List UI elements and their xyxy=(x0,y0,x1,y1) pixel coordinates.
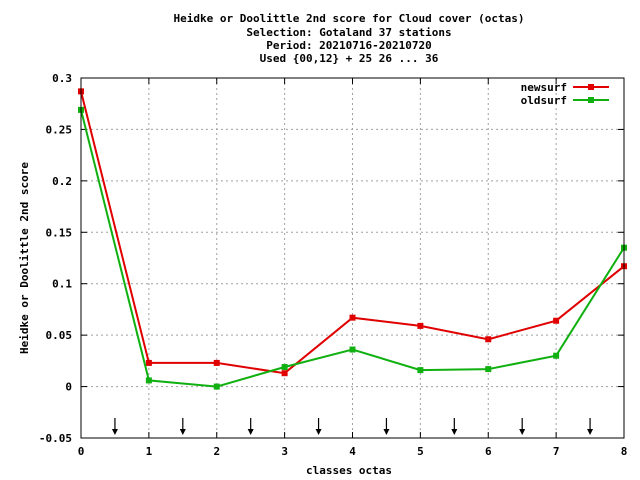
y-axis-ticks: -0.05 0 0.05 0.1 0.15 0.2 0.25 0.3 xyxy=(39,72,624,445)
x-tick-label: 3 xyxy=(281,445,288,458)
arrow-marker-head xyxy=(247,429,254,435)
arrow-marker-head xyxy=(519,429,526,435)
data-point-oldsurf xyxy=(349,346,356,353)
x-tick-label: 4 xyxy=(349,445,356,458)
y-tick-label: 0.05 xyxy=(46,329,73,342)
data-point-oldsurf xyxy=(553,352,560,359)
x-tick-label: 2 xyxy=(213,445,220,458)
arrow-markers xyxy=(111,418,594,435)
arrow-marker-head xyxy=(179,429,186,435)
arrow-marker-head xyxy=(315,429,322,435)
data-point-newsurf xyxy=(349,314,356,321)
arrow-marker-head xyxy=(451,429,458,435)
data-point-oldsurf xyxy=(145,377,152,384)
y-tick-label: 0.1 xyxy=(52,278,72,291)
data-point-newsurf xyxy=(485,336,492,343)
data-point-newsurf xyxy=(417,322,424,329)
y-tick-label: 0.3 xyxy=(52,72,72,85)
arrow-marker-head xyxy=(383,429,390,435)
y-axis-label: Heidke or Doolittle 2nd score xyxy=(18,162,31,354)
y-tick-label: -0.05 xyxy=(39,432,72,445)
x-tick-label: 5 xyxy=(417,445,424,458)
x-tick-label: 8 xyxy=(621,445,628,458)
legend-label-oldsurf: oldsurf xyxy=(521,94,567,107)
x-tick-label: 7 xyxy=(553,445,560,458)
y-tick-label: 0 xyxy=(65,381,72,394)
legend-label-newsurf: newsurf xyxy=(521,81,567,94)
data-point-newsurf xyxy=(145,359,152,366)
data-point-oldsurf xyxy=(213,383,220,390)
title-line-3: Period: 20210716-20210720 xyxy=(266,39,432,52)
legend: newsurf oldsurf xyxy=(521,81,609,107)
title-line-4: Used {00,12} + 25 26 ... 36 xyxy=(260,52,439,65)
x-tick-label: 1 xyxy=(146,445,153,458)
data-point-oldsurf xyxy=(281,364,288,371)
plot-border xyxy=(80,77,625,439)
x-axis-label: classes octas xyxy=(306,464,392,477)
data-point-newsurf xyxy=(281,370,288,377)
arrow-marker-head xyxy=(111,429,118,435)
y-tick-label: 0.2 xyxy=(52,175,72,188)
legend-marker-newsurf xyxy=(588,84,594,90)
grid-lines xyxy=(81,78,624,438)
data-point-newsurf xyxy=(213,359,220,366)
arrow-marker-head xyxy=(587,429,594,435)
legend-marker-oldsurf xyxy=(588,97,594,103)
title-line-1: Heidke or Doolittle 2nd score for Cloud … xyxy=(174,12,525,25)
data-point-oldsurf xyxy=(485,366,492,373)
y-tick-label: 0.15 xyxy=(46,226,73,239)
series-group xyxy=(78,88,627,390)
x-axis-ticks: 0 1 2 3 4 5 6 7 8 xyxy=(78,78,628,458)
data-point-oldsurf xyxy=(417,367,424,374)
data-point-newsurf xyxy=(553,317,560,324)
y-tick-label: 0.25 xyxy=(46,123,73,136)
x-tick-label: 6 xyxy=(485,445,492,458)
chart-title: Heidke or Doolittle 2nd score for Cloud … xyxy=(174,12,525,65)
title-line-2: Selection: Gotaland 37 stations xyxy=(246,26,451,39)
x-tick-label: 0 xyxy=(78,445,85,458)
